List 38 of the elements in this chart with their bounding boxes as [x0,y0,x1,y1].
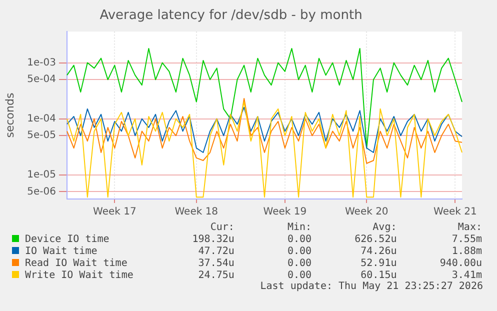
text: Min: [286,221,312,233]
legend-label: Write IO Wait time [24,269,134,281]
text: 24.75u [197,269,234,281]
y-tick-label: 5e-06 [27,186,56,198]
y-tick-label: 5e-04 [27,74,56,86]
text: 198.32u [191,233,234,245]
text: 940.00u [438,257,482,269]
x-tick-label: Week 19 [263,206,307,218]
y-tick-label: 1e-03 [27,57,56,68]
text: Max: [456,221,482,233]
legend-label: Device IO time [24,233,110,245]
chart-title: Average latency for /dev/sdb - by month [100,8,362,24]
x-tick-label: Week 20 [345,206,388,218]
x-tick-label: Week 21 [434,206,477,218]
text: Avg: [372,221,397,233]
text: 37.54u [197,257,234,269]
x-tick-label: Week 18 [174,206,218,218]
text: 0.00 [286,257,312,269]
text: 60.15u [360,269,397,281]
text: 3.41m [450,269,482,281]
text: 0.00 [286,245,312,257]
text: 47.72u [197,245,234,257]
text: 74.26u [360,245,397,257]
x-tick-label: Week 17 [93,206,136,218]
y-tick-label: 5e-05 [27,130,56,142]
text: 7.55m [450,233,482,245]
legend-label: Read IO Wait time [24,257,128,269]
y-axis-title: seconds [3,92,16,138]
text: 52.91u [360,257,397,269]
legend-label: IO Wait time [24,245,98,257]
text: 1.88m [450,245,482,257]
text: Last update: Thu May 21 23:25:27 2026 [259,281,483,292]
y-tick-label: 1e-04 [27,113,56,124]
text: 0.00 [286,269,312,281]
text: 0.00 [286,233,312,245]
text: 626.52u [354,233,397,245]
y-tick-label: 1e-05 [27,169,56,180]
text: Cur: [209,221,234,233]
